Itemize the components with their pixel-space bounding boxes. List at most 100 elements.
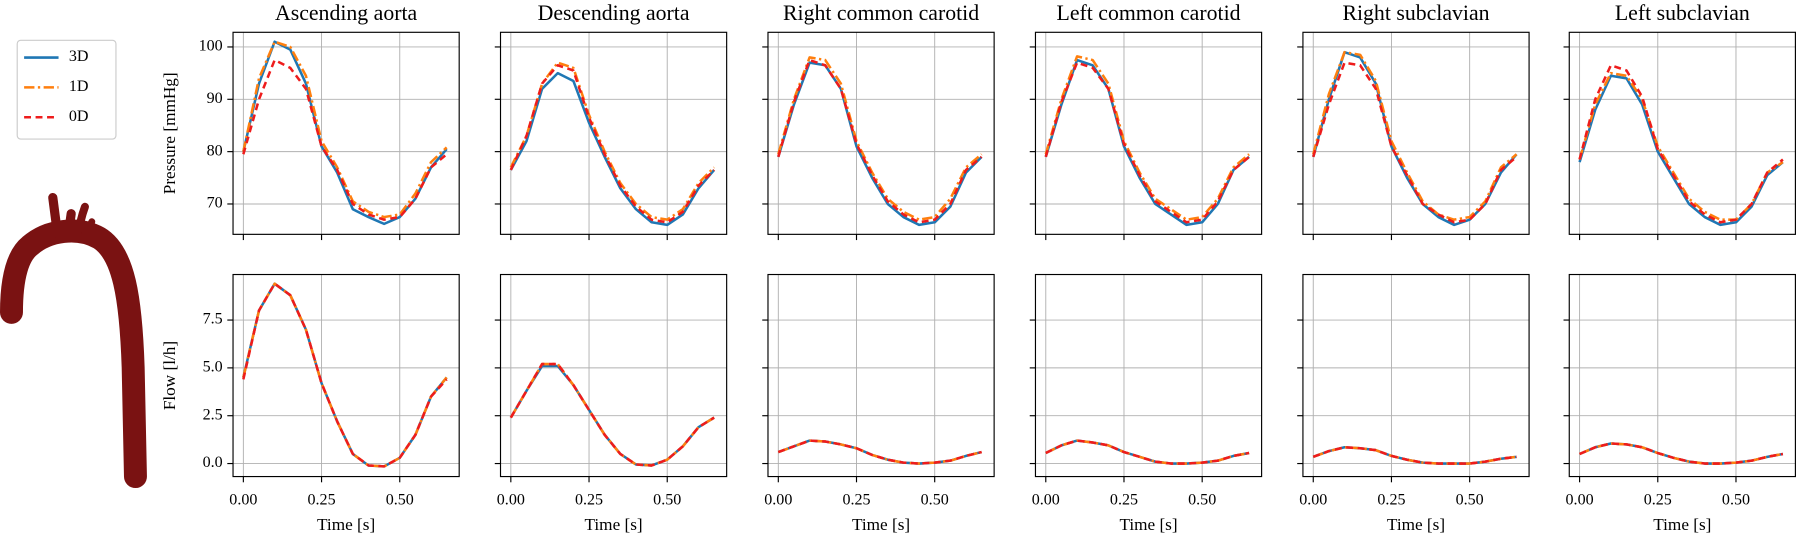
series-line (777, 58, 983, 224)
x-tick-label: 0.50 (1456, 491, 1484, 508)
panel: 0.00 0.25 0.50 Time [s] (494, 273, 728, 534)
series-line (509, 362, 715, 467)
axes-frame (499, 31, 728, 235)
x-tick-label: 0.25 (842, 491, 870, 508)
x-tick-label: 0.00 (229, 491, 257, 508)
x-axis-label: Time [s] (1119, 515, 1177, 534)
x-tick-label: 0.50 (921, 491, 949, 508)
panel: Descending aorta (494, 1, 728, 241)
y-axis-label: Pressure [mmHg] (160, 72, 179, 194)
axes-frame (1568, 273, 1796, 478)
panel-title: Left subclavian (1615, 1, 1750, 25)
x-tick-label: 0.50 (653, 491, 681, 508)
y-tick-label: 2.5 (203, 406, 223, 423)
series-line (242, 58, 448, 221)
panel: 0.00 0.25 0.50 Time [s] (1563, 273, 1796, 534)
series-line (1578, 74, 1784, 227)
panel-title: Descending aorta (538, 1, 690, 25)
panel: 0.00 0.25 0.50 Time [s] (762, 273, 995, 534)
series-line (777, 439, 982, 465)
series-line (1044, 61, 1250, 224)
series-line (777, 56, 983, 221)
x-axis-label: Time [s] (585, 515, 643, 534)
aorta-vessel (0, 219, 147, 489)
series-line (1312, 61, 1518, 224)
legend-label: 0D (69, 108, 89, 125)
panel: 0.00 0.25 0.50 Time [s] (1029, 273, 1263, 534)
x-tick-label: 0.25 (1377, 491, 1405, 508)
x-tick-label: 0.25 (308, 491, 336, 508)
y-tick-label: 80 (207, 142, 223, 159)
aorta-model (0, 193, 147, 489)
x-tick-label: 0.25 (1644, 491, 1672, 508)
y-tick-label: 100 (199, 38, 223, 55)
series-line (509, 61, 716, 221)
axes-frame (767, 273, 995, 478)
x-tick-label: 0.50 (386, 491, 414, 508)
axes-frame (1568, 31, 1796, 235)
x-tick-label: 0.00 (497, 491, 525, 508)
y-tick-label: 0.0 (203, 454, 223, 471)
axes-frame (232, 31, 460, 235)
axes-frame (1034, 273, 1263, 478)
series-line (509, 64, 716, 224)
panel: Left common carotid (1029, 1, 1263, 241)
legend-label: 1D (69, 78, 89, 95)
panel: 0.00 0.25 0.50 Time [s] (1297, 273, 1530, 534)
x-axis-label: Time [s] (1653, 515, 1711, 534)
x-tick-label: 0.50 (1722, 491, 1750, 508)
series-line (1044, 55, 1250, 221)
panel: 70 80 90 100 Ascending aorta Pressure [mmHg] (160, 1, 460, 241)
x-tick-label: 0.25 (1110, 491, 1138, 508)
x-tick-label: 0.00 (1299, 491, 1327, 508)
series-line (1579, 442, 1784, 465)
x-axis-label: Time [s] (852, 515, 910, 534)
branch (48, 193, 62, 238)
y-tick-label: 70 (207, 195, 223, 212)
axes-frame (1034, 31, 1263, 235)
legend-box (16, 39, 117, 140)
x-axis-label: Time [s] (317, 515, 375, 534)
x-tick-label: 0.50 (1188, 491, 1216, 508)
branch (74, 202, 89, 235)
series-line (242, 282, 448, 468)
x-tick-label: 0.00 (1032, 491, 1060, 508)
axes-frame (232, 273, 460, 478)
series-line (509, 362, 715, 467)
panel-title: Right subclavian (1342, 1, 1489, 25)
axes-frame (499, 273, 728, 478)
panel: Left subclavian (1563, 1, 1796, 241)
panel: Right subclavian (1297, 1, 1530, 241)
series-line (777, 61, 983, 227)
panel: Right common carotid (762, 1, 995, 241)
legend: 3D 1D 0D (16, 39, 117, 140)
y-tick-label: 7.5 (203, 311, 223, 328)
series-line (1578, 64, 1784, 224)
branch (64, 209, 76, 236)
y-tick-label: 5.0 (203, 359, 223, 376)
panel-title: Ascending aorta (275, 1, 418, 25)
y-axis-label: Flow [l/h] (160, 341, 179, 410)
y-tick-label: 90 (207, 90, 223, 107)
branch (81, 218, 96, 238)
axes-frame (1302, 31, 1530, 235)
panel-title: Right common carotid (783, 1, 979, 25)
series-line (1312, 446, 1517, 465)
legend-label: 3D (69, 48, 89, 65)
x-tick-label: 0.25 (575, 491, 603, 508)
series-line (1578, 71, 1784, 221)
x-axis-label: Time [s] (1387, 515, 1445, 534)
axes-frame (767, 31, 995, 235)
series-line (242, 282, 448, 468)
series-line (1045, 439, 1250, 465)
series-line (1044, 58, 1250, 227)
panel: 0.00 0.25 0.50 0.0 2.5 5.0 7.5 Flow [l/h] Time [… (160, 273, 460, 534)
panel-title: Left common carotid (1057, 1, 1241, 25)
x-tick-label: 0.00 (1566, 491, 1594, 508)
series-line (509, 71, 716, 227)
series-line (1312, 50, 1518, 221)
x-tick-label: 0.00 (764, 491, 792, 508)
axes-frame (1302, 273, 1530, 478)
